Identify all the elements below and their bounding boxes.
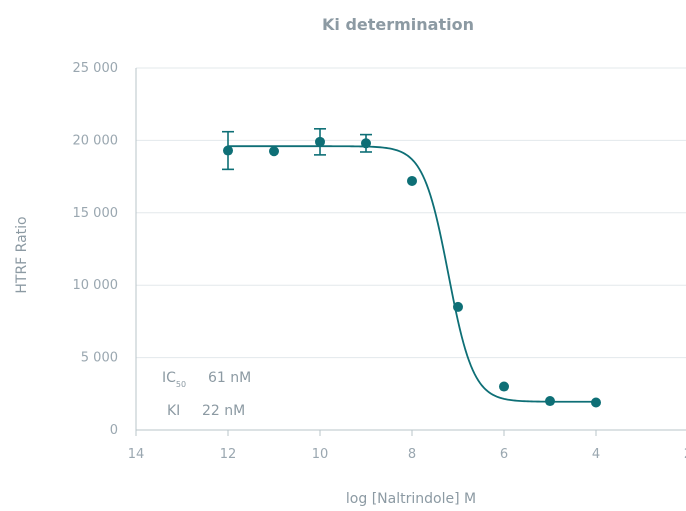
- y-tick-label: 25 000: [73, 61, 119, 76]
- error-bars: [222, 128, 372, 171]
- y-tick-label: 5 000: [81, 351, 118, 366]
- ki-value: 22 nM: [202, 403, 245, 419]
- x-axis-label: log [Naltrindole] M: [346, 491, 476, 507]
- annotation-ki: KI 22 nM: [167, 403, 245, 419]
- data-points: [223, 136, 601, 408]
- y-tick-label: 15 000: [73, 206, 119, 221]
- x-tick-label: 8: [408, 447, 416, 462]
- data-point: [361, 138, 371, 149]
- grid: [136, 67, 686, 359]
- y-tick-label: 10 000: [73, 278, 119, 293]
- data-point: [591, 397, 601, 408]
- y-axis-label: HTRF Ratio: [14, 216, 30, 293]
- tick-labels: 0 5 000 10 000 15 000 20 000 25 000 14 12 10 8 6 4 2: [73, 61, 686, 462]
- ki-label: KI: [167, 403, 180, 419]
- data-point: [269, 146, 279, 157]
- fit-curve: [228, 145, 596, 403]
- ic50-subscript: 50: [176, 380, 186, 389]
- data-point: [315, 136, 325, 147]
- x-tick-label: 4: [592, 447, 600, 462]
- annotation-ic50: IC50 61 nM: [162, 370, 251, 389]
- x-tick-label: 6: [500, 447, 508, 462]
- x-tick-label: 14: [128, 447, 145, 462]
- svg-text:IC50: IC50: [162, 370, 186, 389]
- data-point: [453, 301, 463, 312]
- y-tick-label: 0: [110, 423, 118, 438]
- data-point: [499, 381, 509, 392]
- axes: [135, 68, 686, 436]
- data-point: [407, 175, 417, 186]
- ic50-label: IC: [162, 370, 176, 386]
- y-tick-label: 20 000: [73, 133, 119, 148]
- data-point: [223, 145, 233, 156]
- x-tick-label: 10: [312, 447, 329, 462]
- chart-title: Ki determination: [322, 15, 474, 34]
- x-tick-label: 12: [220, 447, 237, 462]
- ic50-value: 61 nM: [208, 370, 251, 386]
- x-tick-label: 2: [684, 447, 686, 462]
- data-point: [545, 396, 555, 407]
